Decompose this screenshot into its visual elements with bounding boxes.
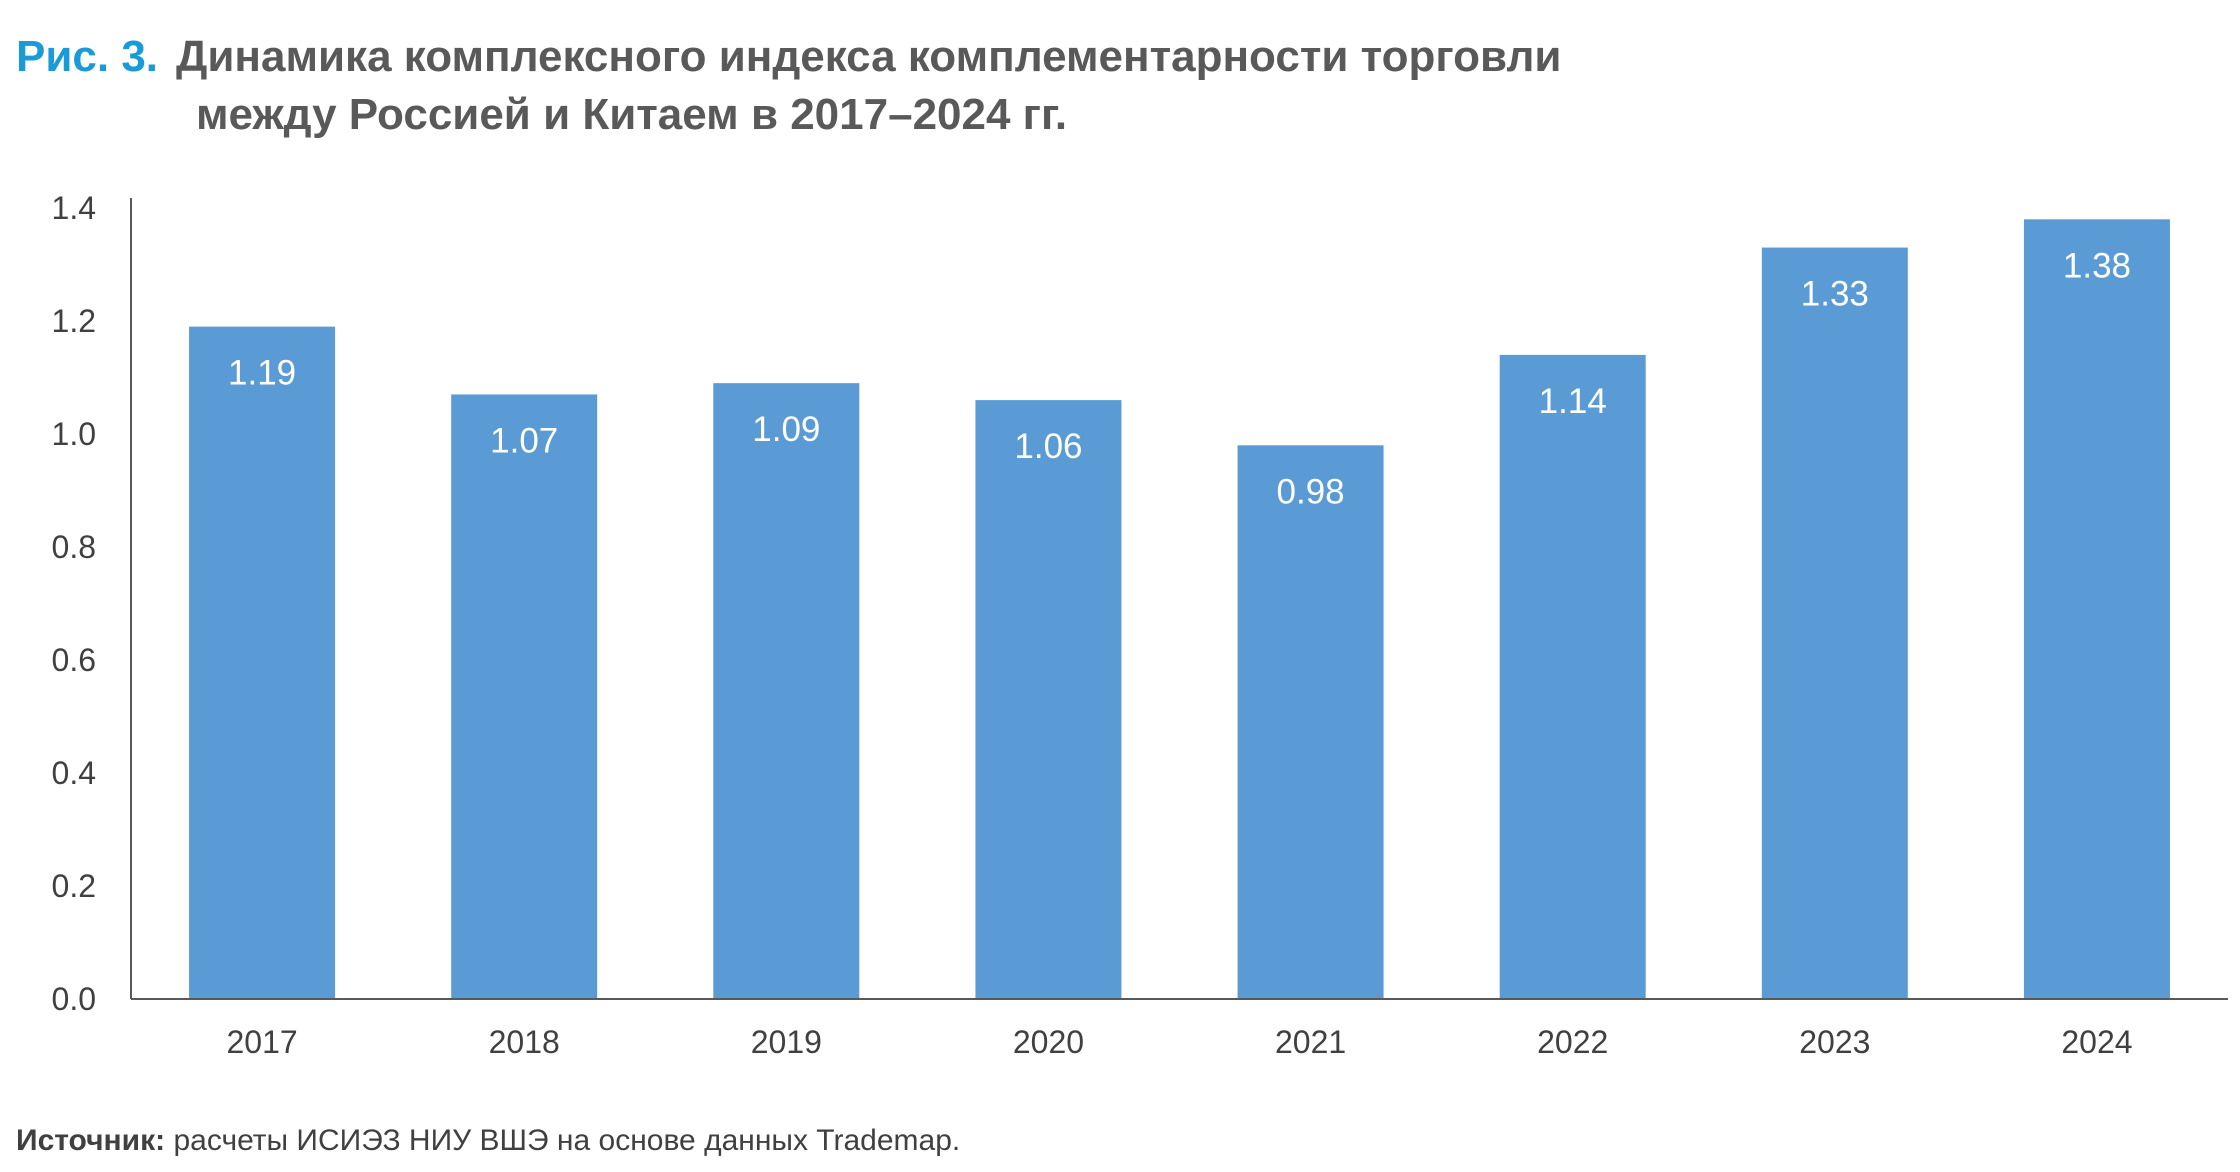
data-label: 1.09: [752, 410, 820, 449]
x-tick-label: 2021: [1275, 1024, 1346, 1060]
x-tick-label: 2019: [751, 1024, 822, 1060]
bar: [1499, 354, 1646, 999]
x-tick-label: 2020: [1013, 1024, 1084, 1060]
data-label: 1.33: [1801, 275, 1869, 314]
source-note: Источник: расчеты ИСИЭЗ НИУ ВШЭ на основ…: [16, 1124, 960, 1158]
y-axis: 0.0 0.2 0.4 0.6 0.8 1.0 1.2 1.4: [52, 190, 132, 1017]
figure-title-text-1: Динамика комплексного индекса комплемент…: [176, 32, 1562, 81]
bar: [975, 400, 1122, 1000]
y-tick-label: 0.8: [52, 529, 96, 565]
bar: [713, 383, 860, 999]
figure-label: Рис. 3.: [16, 32, 159, 81]
x-tick-label: 2024: [2061, 1024, 2132, 1060]
y-tick-label: 1.4: [52, 190, 96, 226]
bar: [2023, 219, 2170, 1000]
bars: 1.19 1.07 1.09 1.06 0.98 1.14 1.33 1.38: [189, 219, 2170, 1000]
y-tick-label: 1.0: [52, 416, 96, 452]
bar: [451, 394, 598, 999]
bar: [1237, 445, 1384, 999]
source-label: Источник:: [16, 1124, 166, 1157]
x-tick-label: 2018: [489, 1024, 560, 1060]
y-tick-label: 0.4: [52, 755, 96, 791]
figure-title-line-1: Рис. 3. Динамика комплексного индекса ком…: [16, 28, 1916, 86]
source-text: расчеты ИСИЭЗ НИУ ВШЭ на основе данных T…: [165, 1124, 961, 1157]
bar-chart: 0.0 0.2 0.4 0.6 0.8 1.0 1.2 1.4 1.19 1.07 1.09 1.0…: [52, 190, 2228, 1060]
x-tick-label: 2022: [1537, 1024, 1608, 1060]
x-axis: 2017 2018 2019 2020 2021 2022 2023 2024: [131, 998, 2228, 1060]
data-label: 0.98: [1277, 472, 1345, 511]
y-tick-label: 0.2: [52, 868, 96, 904]
data-label: 1.38: [2063, 246, 2131, 285]
bar: [189, 326, 336, 999]
x-tick-label: 2023: [1799, 1024, 1870, 1060]
bar: [1761, 247, 1908, 1000]
y-tick-label: 0.0: [52, 981, 96, 1017]
data-label: 1.19: [228, 354, 296, 393]
y-tick-label: 0.6: [52, 642, 96, 678]
x-tick-label: 2017: [226, 1024, 297, 1060]
figure-title: Рис. 3. Динамика комплексного индекса ком…: [16, 28, 1916, 144]
data-label: 1.14: [1539, 382, 1607, 421]
y-tick-label: 1.2: [52, 303, 96, 339]
data-label: 1.06: [1014, 427, 1082, 466]
data-label: 1.07: [490, 421, 558, 460]
figure-title-line-2: между Россией и Китаем в 2017–2024 гг.: [196, 90, 1068, 139]
